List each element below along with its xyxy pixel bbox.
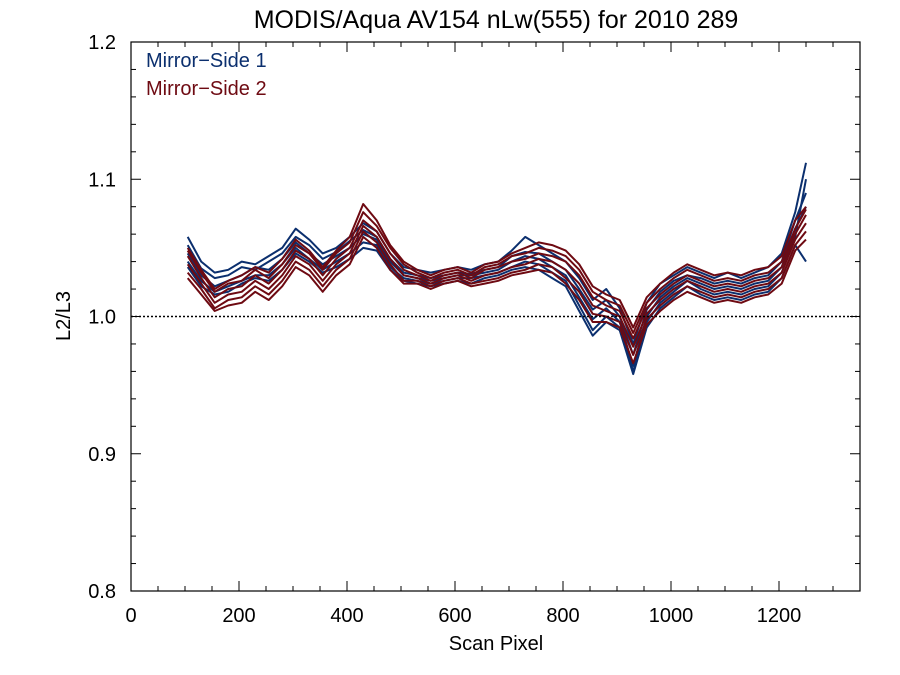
x-tick-label: 1000 bbox=[649, 605, 694, 627]
legend-entry-mirror-side-1: Mirror−Side 1 bbox=[146, 50, 267, 72]
x-tick-label: 1200 bbox=[757, 605, 802, 627]
y-tick-label: 1.1 bbox=[88, 169, 116, 191]
x-tick-labels: 0 200 400 600 800 1000 1200 bbox=[125, 605, 801, 627]
series-line-mirror-side-2-7 bbox=[186, 222, 807, 348]
series-line-mirror-side-1-2 bbox=[186, 206, 807, 367]
series-line-mirror-side-2-11 bbox=[186, 203, 807, 329]
x-tick-label: 200 bbox=[222, 605, 255, 627]
series-lines bbox=[186, 162, 807, 376]
legend-entry-mirror-side-2: Mirror−Side 2 bbox=[146, 78, 267, 100]
y-tick-labels: 0.8 0.9 1.0 1.1 1.2 bbox=[88, 32, 116, 603]
x-tick-label: 600 bbox=[438, 605, 471, 627]
series-line-mirror-side-2-10 bbox=[186, 235, 807, 365]
series-line-mirror-side-1-5 bbox=[186, 244, 807, 376]
x-axis-label: Scan Pixel bbox=[449, 633, 544, 655]
y-tick-label: 1.0 bbox=[88, 307, 116, 329]
x-tick-label: 0 bbox=[125, 605, 136, 627]
series-line-mirror-side-2-6 bbox=[186, 214, 807, 340]
axis-ticks bbox=[130, 41, 861, 592]
legend: Mirror−Side 1 Mirror−Side 2 bbox=[146, 50, 267, 100]
y-tick-label: 0.9 bbox=[88, 444, 116, 466]
y-tick-label: 1.2 bbox=[88, 32, 116, 54]
chart-title: MODIS/Aqua AV154 nLw(555) for 2010 289 bbox=[254, 6, 739, 34]
y-tick-label: 0.8 bbox=[88, 581, 116, 603]
series-line-mirror-side-2-8 bbox=[186, 230, 807, 356]
x-tick-label: 800 bbox=[546, 605, 579, 627]
series-line-mirror-side-2-9 bbox=[186, 208, 807, 334]
x-tick-label: 400 bbox=[330, 605, 363, 627]
y-axis-label: L2/L3 bbox=[53, 291, 75, 341]
